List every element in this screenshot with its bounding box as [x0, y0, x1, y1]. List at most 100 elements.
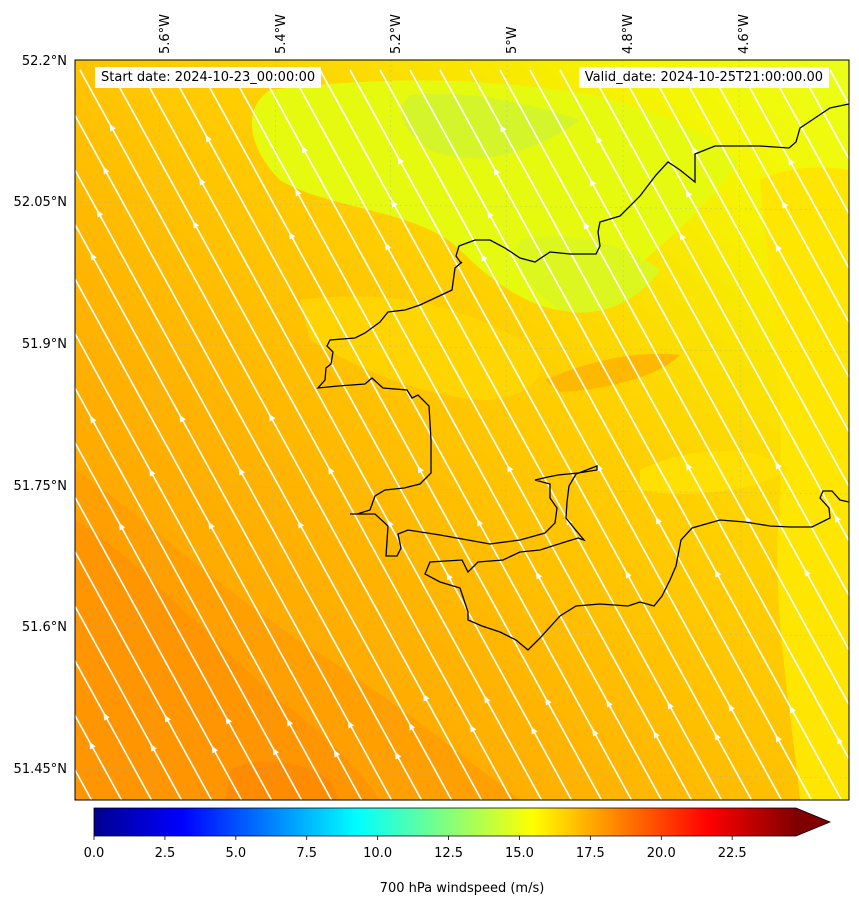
start-date-label: Start date: 2024-10-23_00:00:00 — [95, 67, 322, 88]
latitude-labels: 52.2°N 52.05°N 51.9°N 51.75°N 51.6°N 51.… — [14, 54, 67, 777]
lat-label: 51.75°N — [14, 479, 67, 494]
streamline-arrow — [470, 724, 477, 733]
wind-streamlines — [0, 69, 849, 800]
streamline — [75, 604, 183, 800]
streamline — [289, 69, 693, 800]
colorbar-tick-label: 7.5 — [296, 846, 317, 861]
streamline — [0, 70, 62, 800]
streamline-arrow — [238, 467, 246, 476]
streamline-arrow — [395, 751, 402, 760]
streamline-arrow — [89, 741, 96, 750]
streamline-arrow — [606, 699, 613, 708]
streamline — [75, 659, 153, 800]
streamline-arrow — [500, 124, 507, 133]
colorbar-ticks: 0.0 2.5 5.0 7.5 10.0 12.5 15.0 17.5 20.0 22.5 — [84, 836, 747, 861]
streamline — [319, 69, 723, 800]
streamline-arrow — [397, 156, 404, 165]
streamline-arrow — [596, 135, 603, 144]
lon-label: 4.8°W — [621, 14, 636, 54]
streamline — [379, 69, 783, 800]
streamline-arrow — [179, 414, 186, 423]
streamline — [75, 550, 213, 800]
streamline-arrow — [714, 732, 721, 741]
streamline — [739, 69, 849, 270]
streamline-arrow — [476, 518, 484, 527]
streamline-arrow — [493, 167, 501, 176]
streamline-arrow — [728, 703, 735, 712]
streamline-arrow — [199, 177, 206, 186]
streamline — [0, 70, 2, 800]
coastline — [316, 103, 849, 651]
streamline-arrow — [295, 188, 302, 197]
wind-field-yellow-east — [760, 167, 849, 800]
map-frame — [74, 59, 850, 801]
streamline — [499, 69, 849, 707]
streamline-arrow — [592, 728, 599, 737]
colorbar-tick-label: 15.0 — [505, 846, 534, 861]
colorbar-tick-label: 5.0 — [225, 846, 246, 861]
streamline-arrow — [446, 572, 453, 581]
streamline-arrow — [545, 697, 552, 706]
streamline-arrow — [679, 232, 686, 241]
streamline-arrow — [836, 736, 843, 745]
streamline-arrow — [583, 221, 590, 230]
streamline-arrow — [225, 716, 232, 725]
streamline-arrow — [834, 514, 841, 523]
streamline-arrow — [667, 701, 674, 710]
wind-field-yellow-east-2 — [640, 451, 790, 494]
streamline-arrow — [589, 178, 597, 187]
streamline-arrow — [788, 157, 795, 166]
streamline — [75, 331, 333, 800]
streamline — [75, 222, 393, 800]
colorbar-tick-label: 10.0 — [363, 846, 392, 861]
streamline-arrow — [103, 712, 110, 721]
colorbar-extend-max — [796, 808, 830, 836]
streamline-arrow — [149, 468, 156, 477]
streamline — [649, 69, 849, 434]
streamline-arrow — [775, 243, 782, 252]
streamline-arrow — [286, 718, 294, 727]
streamline-arrow — [387, 519, 394, 528]
streamline-arrow — [692, 146, 699, 155]
streamline-arrow — [109, 123, 116, 132]
streamline — [589, 69, 849, 543]
streamline — [529, 69, 849, 652]
lon-label: 4.6°W — [737, 14, 752, 54]
streamline-arrow — [208, 521, 215, 530]
streamline-arrow — [775, 734, 782, 743]
streamline-arrow — [481, 253, 488, 262]
streamline-arrow — [745, 515, 752, 524]
streamline-arrow — [90, 415, 97, 424]
streamline-arrow — [531, 726, 538, 735]
lat-label: 51.9°N — [22, 337, 67, 352]
streamline — [259, 69, 663, 800]
lat-label: 51.6°N — [22, 620, 67, 635]
streamline-arrow — [596, 463, 603, 472]
streamline-arrow — [90, 252, 97, 261]
lon-label: 5.4°W — [274, 14, 289, 54]
streamline — [439, 69, 843, 800]
colorbar-ramp — [94, 808, 796, 836]
streamline-arrow — [653, 730, 660, 739]
streamline-arrow — [536, 571, 543, 580]
lat-label: 51.45°N — [14, 762, 67, 777]
map-area[interactable] — [0, 60, 859, 800]
streamline-arrow — [96, 209, 104, 218]
streamline-arrow — [409, 722, 416, 731]
streamline — [75, 495, 243, 800]
wind-field-light-green-north — [401, 93, 580, 159]
streamline-arrow — [119, 522, 126, 531]
lon-label: 5°W — [505, 26, 520, 54]
colorbar: 0.0 2.5 5.0 7.5 10.0 12.5 15.0 17.5 20.0 22.5 700… — [84, 807, 832, 896]
streamline — [559, 69, 849, 598]
streamline-arrows — [89, 123, 843, 760]
streamline-arrow — [625, 570, 632, 579]
colorbar-tick-label: 12.5 — [434, 846, 463, 861]
streamline-arrow — [269, 413, 276, 422]
streamline-arrow — [714, 569, 722, 578]
streamline — [349, 69, 753, 800]
streamline-arrow — [192, 220, 200, 229]
streamline — [769, 69, 849, 216]
streamline-arrow — [417, 465, 424, 474]
